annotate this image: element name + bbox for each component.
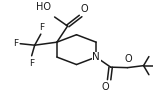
Text: F: F [13, 39, 19, 48]
Text: O: O [124, 54, 132, 64]
Text: N: N [92, 52, 100, 62]
Text: O: O [101, 82, 109, 92]
Text: O: O [81, 4, 88, 14]
Text: F: F [29, 59, 35, 68]
Text: F: F [39, 23, 44, 32]
Text: HO: HO [36, 2, 51, 12]
